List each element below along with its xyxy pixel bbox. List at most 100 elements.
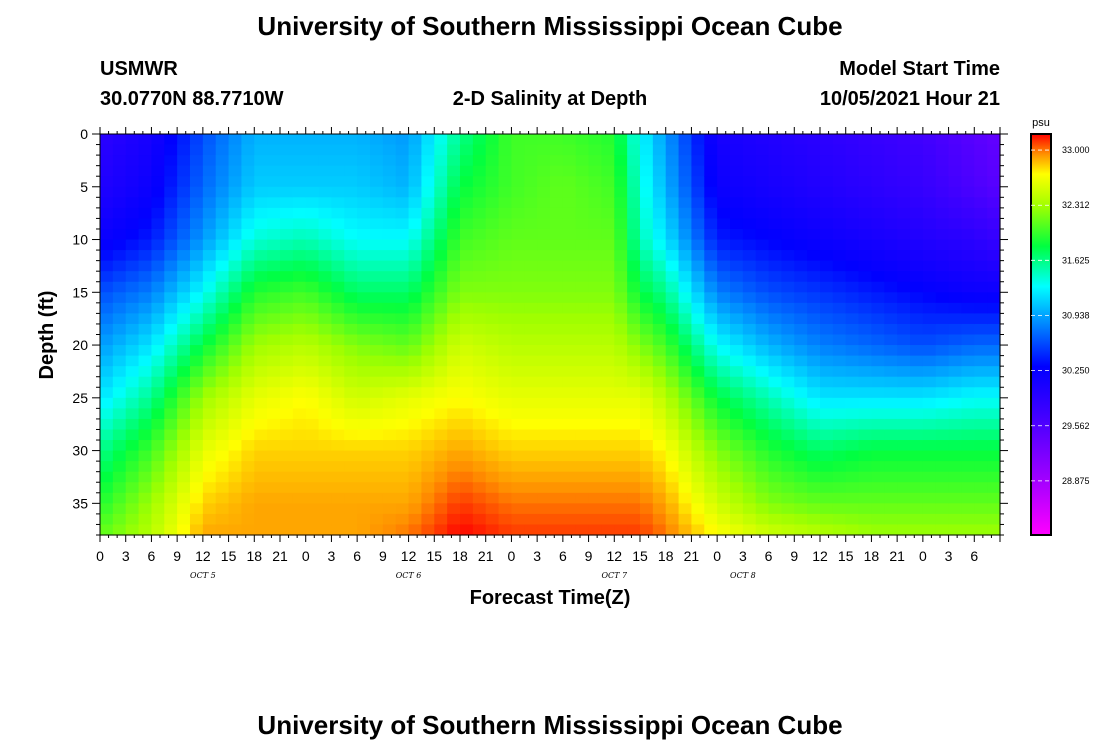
heatmap-cell xyxy=(897,228,911,241)
heatmap-cell xyxy=(344,228,358,241)
heatmap-cell xyxy=(652,239,667,251)
heatmap-cell xyxy=(280,207,294,220)
heatmap-cell xyxy=(730,228,744,241)
heatmap-cell xyxy=(138,218,153,230)
heatmap-cell xyxy=(987,513,1001,526)
heatmap-cell xyxy=(511,355,525,367)
heatmap-cell xyxy=(807,176,821,188)
heatmap-cell xyxy=(627,429,641,441)
heatmap-cell xyxy=(550,440,564,452)
heatmap-cell xyxy=(215,144,230,156)
heatmap-cell xyxy=(665,418,680,431)
heatmap-cell xyxy=(730,387,744,399)
heatmap-cell xyxy=(382,228,397,241)
heatmap-cell xyxy=(241,418,255,431)
heatmap-cell xyxy=(254,281,268,293)
heatmap-cell xyxy=(215,302,230,314)
colorbar-tick-label: 29.562 xyxy=(1062,421,1090,431)
heatmap-cell xyxy=(768,492,783,504)
heatmap-cell xyxy=(228,134,243,146)
heatmap-cell xyxy=(228,492,243,504)
heatmap-cell xyxy=(588,503,603,515)
heatmap-cell xyxy=(228,429,243,441)
heatmap-cell xyxy=(164,260,178,272)
heatmap-cell xyxy=(678,513,693,526)
heatmap-cell xyxy=(614,239,628,251)
heatmap-cell xyxy=(691,376,705,388)
heatmap-cell xyxy=(910,355,924,367)
x-tick-label: 21 xyxy=(889,548,905,564)
heatmap-cell xyxy=(370,524,384,536)
heatmap-cell xyxy=(292,239,307,251)
heatmap-cell xyxy=(588,355,603,367)
heatmap-cell xyxy=(614,228,628,241)
heatmap-cell xyxy=(961,387,975,399)
heatmap-cell xyxy=(781,503,795,515)
heatmap-cell xyxy=(164,197,178,209)
heatmap-cell xyxy=(498,408,513,420)
heatmap-cell xyxy=(112,387,127,399)
heatmap-cell xyxy=(948,260,963,272)
heatmap-cell xyxy=(845,482,860,494)
heatmap-cell xyxy=(858,513,873,526)
heatmap-cell xyxy=(948,292,963,304)
heatmap-cell xyxy=(331,408,345,420)
heatmap-cell xyxy=(125,176,140,188)
heatmap-cell xyxy=(640,292,654,304)
heatmap-cell xyxy=(575,355,590,367)
heatmap-cell xyxy=(871,155,885,167)
heatmap-cell xyxy=(370,376,384,388)
heatmap-cell xyxy=(858,176,873,188)
colorbar-tick-label: 31.625 xyxy=(1062,255,1090,265)
heatmap-cell xyxy=(575,376,590,388)
heatmap-cell xyxy=(267,440,281,452)
heatmap-cell xyxy=(202,408,217,420)
x-tick-label: 21 xyxy=(478,548,494,564)
heatmap-cell xyxy=(177,387,191,399)
heatmap-cell xyxy=(202,524,217,536)
heatmap-cell xyxy=(807,376,821,388)
heatmap-cell xyxy=(794,345,808,357)
heatmap-cell xyxy=(254,134,268,146)
heatmap-cell xyxy=(190,165,204,177)
heatmap-cell xyxy=(730,218,744,230)
heatmap-cell xyxy=(305,165,320,177)
heatmap-cell xyxy=(627,334,641,346)
heatmap-cell xyxy=(614,271,628,283)
heatmap-cell xyxy=(987,334,1001,346)
heatmap-cell xyxy=(948,155,963,167)
heatmap-cell xyxy=(665,513,680,526)
heatmap-cell xyxy=(845,281,860,293)
heatmap-cell xyxy=(100,387,114,399)
heatmap-cell xyxy=(640,355,654,367)
heatmap-cell xyxy=(447,218,461,230)
heatmap-cell xyxy=(614,376,628,388)
heatmap-cell xyxy=(472,281,487,293)
heatmap-cell xyxy=(370,292,384,304)
heatmap-cell xyxy=(370,387,384,399)
heatmap-cell xyxy=(627,461,641,473)
heatmap-cell xyxy=(562,197,577,209)
heatmap-cell xyxy=(370,260,384,272)
heatmap-cell xyxy=(627,503,641,515)
heatmap-cell xyxy=(408,228,423,241)
heatmap-cell xyxy=(550,165,564,177)
heatmap-cell xyxy=(678,218,693,230)
heatmap-cell xyxy=(292,197,307,209)
heatmap-cell xyxy=(395,155,410,167)
heatmap-cell xyxy=(357,281,371,293)
heatmap-cell xyxy=(910,408,924,420)
heatmap-cell xyxy=(421,387,435,399)
heatmap-cell xyxy=(228,239,243,251)
heatmap-cell xyxy=(241,524,255,536)
heatmap-cell xyxy=(845,302,860,314)
heatmap-cell xyxy=(987,355,1001,367)
heatmap-cell xyxy=(665,461,680,473)
heatmap-cell xyxy=(601,471,615,483)
heatmap-cell xyxy=(575,450,590,462)
heatmap-cell xyxy=(524,197,538,209)
heatmap-cell xyxy=(627,260,641,272)
heatmap-cell xyxy=(665,239,680,251)
heatmap-cell xyxy=(974,471,988,483)
heatmap-cell xyxy=(125,228,140,241)
